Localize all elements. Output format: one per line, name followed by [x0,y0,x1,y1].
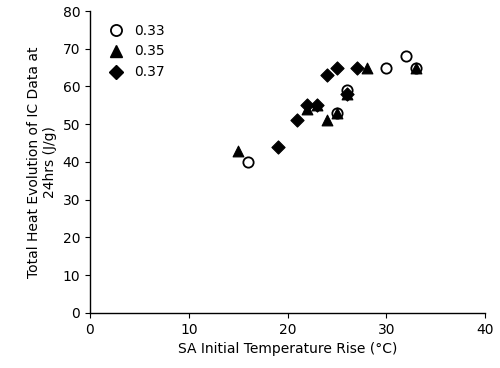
Y-axis label: Total Heat Evolution of IC Data at
24hrs (J/g): Total Heat Evolution of IC Data at 24hrs… [27,46,57,278]
Point [343,87,351,93]
Point [362,65,370,71]
Point [303,102,311,108]
Point [382,65,390,71]
Point [333,110,341,116]
Legend: 0.33, 0.35, 0.37: 0.33, 0.35, 0.37 [97,18,170,85]
Point [333,65,341,71]
Point [323,72,331,78]
Point [412,65,420,71]
Point [323,117,331,123]
Point [343,91,351,97]
Point [313,102,321,108]
Point [402,53,410,59]
Point [294,117,302,123]
X-axis label: SA Initial Temperature Rise (°C): SA Initial Temperature Rise (°C) [178,342,397,356]
Point [234,148,242,153]
Point [244,159,252,165]
Point [303,106,311,112]
Point [313,102,321,108]
Point [274,144,281,150]
Point [343,91,351,97]
Point [412,65,420,71]
Point [352,65,360,71]
Point [333,110,341,116]
